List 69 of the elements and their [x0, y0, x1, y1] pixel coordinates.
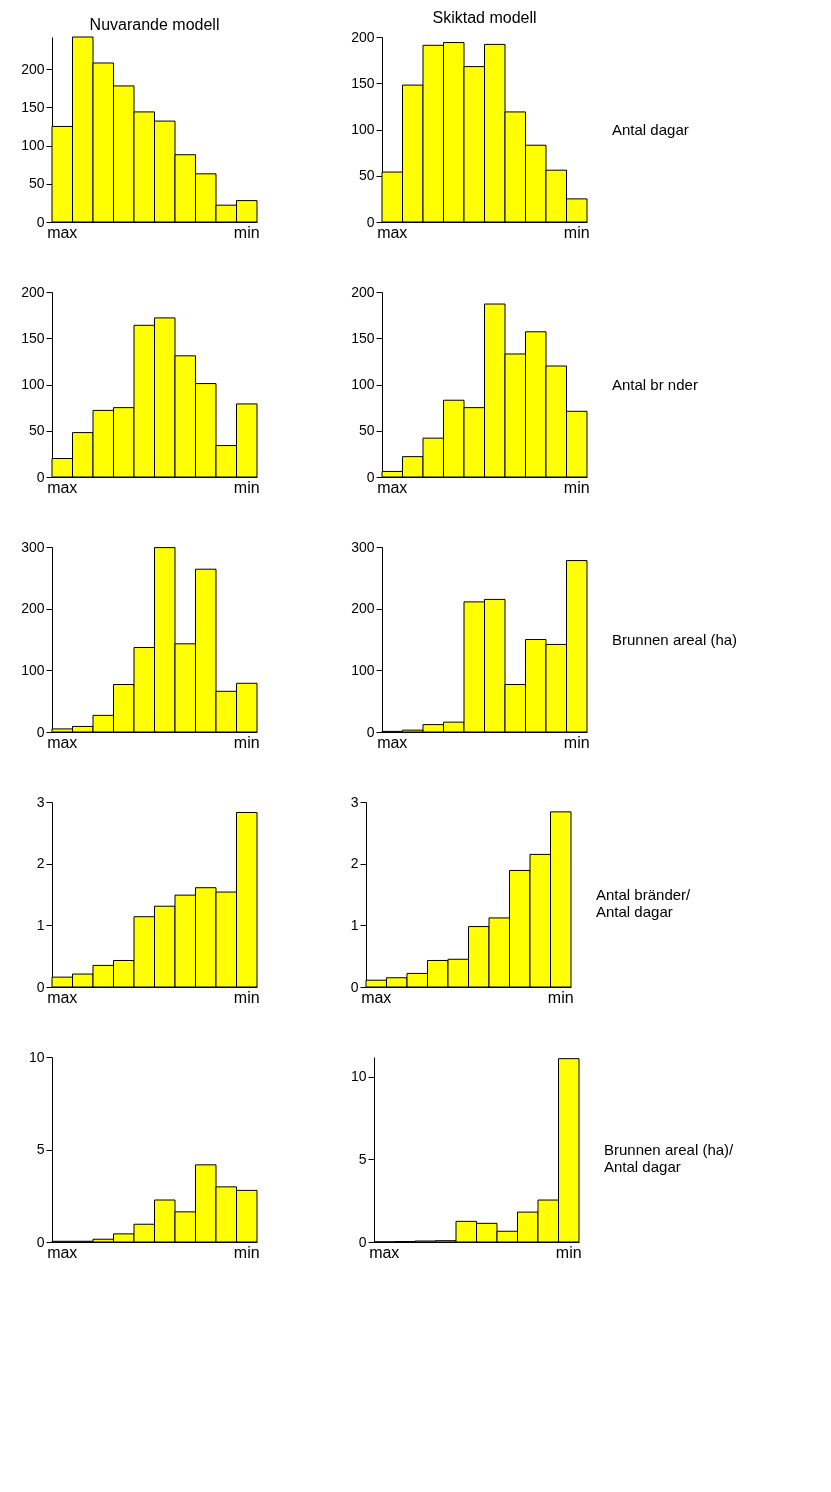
y-tick-label: 100: [351, 121, 375, 137]
y-tick-label: 0: [366, 723, 375, 740]
y-tick-label: 200: [351, 283, 375, 300]
x-tick-label: min: [233, 478, 260, 496]
x-tick-label: min: [233, 988, 260, 1006]
text: Brunnen areal (ha): [612, 630, 738, 648]
y-tick-label: 200: [21, 60, 45, 77]
y-tick-label: 200: [21, 600, 45, 617]
y-tick-label: 150: [21, 329, 45, 346]
x-tick-label: min: [563, 478, 590, 496]
chart-title: Skiktad modell: [432, 9, 537, 26]
y-tick-label: 50: [358, 167, 375, 184]
y-tick-label: 5: [358, 1150, 367, 1167]
x-tick-label: min: [547, 988, 574, 1006]
y-tick-label: 5: [36, 1141, 45, 1157]
y-tick-label: 3: [350, 793, 359, 810]
text: Brunnen areal (ha)/ Antal dagar: [604, 1140, 735, 1175]
x-tick-label: max: [377, 733, 408, 751]
x-tick-label: max: [47, 733, 78, 751]
y-tick-label: 150: [351, 329, 375, 346]
x-tick-label: max: [47, 478, 78, 496]
y-tick-label: 2: [350, 855, 359, 872]
text: Antal bränder/ Antal dagar: [596, 885, 692, 920]
y-tick-label: 2: [36, 855, 45, 872]
y-tick-label: 0: [36, 723, 45, 740]
x-tick-label: min: [233, 733, 260, 751]
y-tick-label: 50: [358, 422, 375, 439]
chart-title: Nuvarande modell: [89, 15, 220, 33]
y-tick-label: 150: [351, 74, 375, 91]
x-tick-label: max: [377, 478, 408, 496]
y-tick-label: 100: [351, 661, 375, 678]
y-tick-label: 300: [351, 538, 375, 555]
x-tick-label: max: [361, 988, 392, 1006]
y-tick-label: 0: [36, 468, 45, 485]
y-tick-label: 100: [21, 376, 45, 392]
text: Antal br nder: [612, 375, 698, 393]
y-tick-label: 300: [21, 538, 45, 555]
x-tick-label: min: [555, 1243, 582, 1261]
x-tick-label: max: [47, 1243, 78, 1261]
y-tick-label: 0: [358, 1233, 367, 1250]
x-tick-label: min: [563, 223, 590, 241]
y-tick-label: 10: [28, 1048, 45, 1065]
y-tick-label: 100: [21, 137, 45, 154]
y-tick-label: 50: [28, 422, 45, 439]
x-tick-label: max: [369, 1243, 400, 1261]
x-tick-label: min: [563, 733, 590, 751]
x-tick-label: min: [233, 1243, 260, 1261]
y-tick-label: 100: [351, 376, 375, 392]
y-tick-label: 0: [36, 978, 45, 995]
y-tick-label: 0: [36, 213, 45, 230]
y-tick-label: 1: [350, 916, 359, 933]
y-tick-label: 1: [36, 916, 45, 933]
y-tick-label: 10: [350, 1068, 367, 1085]
y-tick-label: 150: [21, 98, 45, 115]
y-tick-label: 0: [366, 213, 375, 230]
y-tick-label: 50: [28, 175, 45, 192]
y-tick-label: 200: [351, 28, 375, 45]
x-tick-label: max: [47, 988, 78, 1006]
y-tick-label: 0: [36, 1233, 45, 1250]
y-tick-label: 0: [366, 468, 375, 485]
y-tick-label: 200: [21, 283, 45, 300]
x-tick-label: max: [377, 223, 408, 241]
text: Antal dagar: [612, 120, 689, 138]
x-tick-label: max: [47, 223, 78, 241]
y-tick-label: 0: [350, 978, 359, 995]
x-tick-label: min: [233, 223, 260, 241]
y-tick-label: 3: [36, 793, 45, 810]
y-tick-label: 200: [351, 600, 375, 617]
y-tick-label: 100: [21, 661, 45, 678]
